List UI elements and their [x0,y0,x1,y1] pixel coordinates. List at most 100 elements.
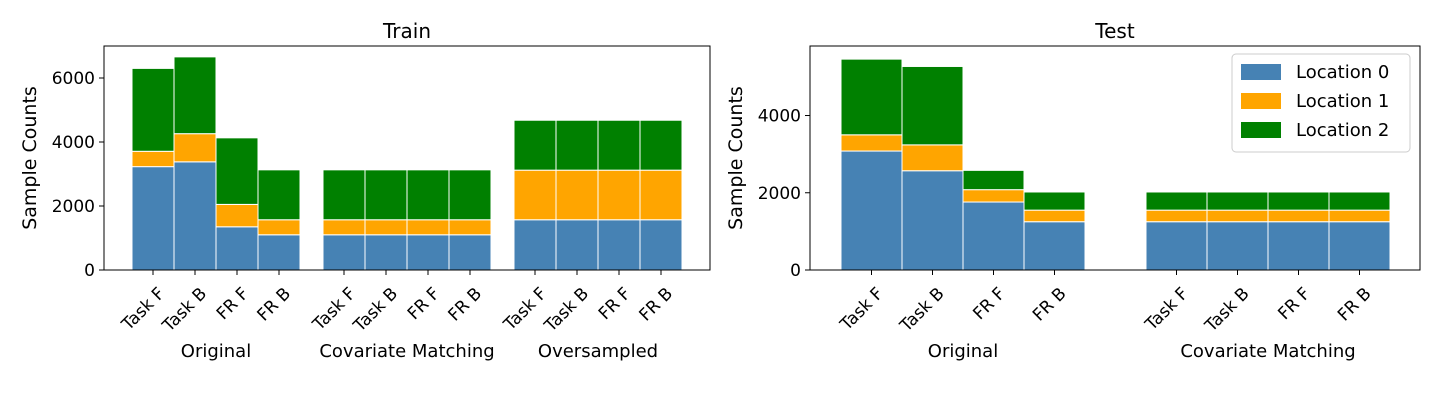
legend-entry: Location 0 [1296,62,1389,83]
legend-entry: Location 2 [1296,120,1389,141]
x-tick-label: FR F [404,284,444,324]
bar-segment-location-2 [364,169,408,221]
bar-segment-location-1 [639,169,683,221]
bar-segment-location-2 [840,58,903,136]
bar-segment-location-1 [257,219,301,236]
x-tick-label: FR B [254,284,295,325]
x-tick-label: Task B [896,284,949,337]
y-tick-label: 4000 [758,107,801,127]
bar-segment-location-1 [901,144,964,172]
bar-segment-location-1 [1267,209,1330,223]
bar-segment-location-2 [1328,191,1391,211]
bar-segment-location-0 [448,234,492,271]
bar-segment-location-1 [962,189,1025,203]
x-tick-label: Task F [836,284,888,336]
bar-segment-location-1 [1145,209,1208,223]
bar-segment-location-1 [173,133,217,163]
bar-segment-location-0 [1206,221,1269,271]
bar-segment-location-0 [901,170,964,271]
bar-segment-location-0 [513,219,557,271]
bar-segment-location-2 [406,169,450,221]
x-tick-label: FR F [213,284,253,324]
bar-segment-location-2 [257,169,301,221]
x-tick-label: Task F [1141,284,1193,336]
bar-segment-location-1 [364,219,408,236]
bar-segment-location-0 [131,166,175,271]
bar-segment-location-0 [962,201,1025,271]
bar-segment-location-1 [215,203,259,228]
bar-segment-location-1 [322,219,366,236]
y-tick-label: 4000 [52,133,95,153]
bar-segment-location-2 [215,137,259,205]
bar-segment-location-0 [840,150,903,271]
bar-segment-location-2 [448,169,492,221]
x-tick-label: FR B [445,284,486,325]
bar-segment-location-1 [597,169,641,221]
x-tick-label: Task B [1201,284,1254,337]
group-label: Original [928,341,998,362]
bar-segment-location-1 [1023,209,1086,223]
bar-segment-location-0 [597,219,641,271]
bar-segment-location-2 [901,65,964,146]
bar-segment-location-2 [1206,191,1269,211]
bar-segment-location-2 [639,119,683,171]
x-tick-label: Task B [349,284,402,337]
x-tick-label: FR F [1274,284,1314,324]
bar-segment-location-0 [555,219,599,271]
group-label: Covariate Matching [1180,341,1355,362]
y-tick-label: 0 [84,261,95,281]
y-tick-label: 2000 [52,197,95,217]
chart-title: Train [382,19,431,43]
x-tick-label: Task F [117,284,169,336]
legend-swatch [1241,122,1281,138]
bar-segment-location-1 [1328,209,1391,223]
chart-title: Test [1094,19,1135,43]
bar-segment-location-2 [962,169,1025,191]
bar-segment-location-0 [406,234,450,271]
bar-segment-location-1 [1206,209,1269,223]
bar-segment-location-1 [406,219,450,236]
bar-segment-location-2 [513,119,557,171]
y-tick-label: 0 [790,261,801,281]
bar-segment-location-1 [840,134,903,152]
bar-segment-location-0 [1023,221,1086,271]
bar-segment-location-0 [364,234,408,271]
bar-segment-location-2 [1267,191,1330,211]
x-tick-label: FR B [1334,284,1375,325]
group-label: Oversampled [538,341,658,362]
group-label: Covariate Matching [319,341,494,362]
axes-frame [103,45,711,271]
x-tick-label: Task F [308,284,360,336]
bar-segment-location-1 [448,219,492,236]
bar-segment-location-2 [131,67,175,152]
bar-segment-location-1 [555,169,599,221]
x-tick-label: FR F [969,284,1009,324]
x-tick-label: Task B [158,284,211,337]
y-axis-label: Sample Counts [725,86,747,230]
x-tick-label: FR B [1029,284,1070,325]
bar-segment-location-0 [173,161,217,271]
x-tick-label: FR B [636,284,677,325]
axes-frame [809,45,1421,271]
bar-segment-location-0 [1267,221,1330,271]
bar-segment-location-0 [322,234,366,271]
bar-segment-location-2 [597,119,641,171]
bar-segment-location-0 [215,226,259,271]
bar-segment-location-2 [1023,191,1086,211]
bar-segment-location-2 [322,169,366,221]
bar-segment-location-1 [131,150,175,168]
legend-swatch [1241,64,1281,80]
legend-swatch [1241,93,1281,109]
bar-segment-location-2 [173,56,217,135]
bar-segment-location-2 [1145,191,1208,211]
bar-segment-location-1 [513,169,557,221]
y-tick-label: 6000 [52,69,95,89]
y-tick-label: 2000 [758,184,801,204]
bar-segment-location-0 [257,234,301,271]
y-axis-label: Sample Counts [19,86,41,230]
group-label: Original [181,341,251,362]
legend-entry: Location 1 [1296,91,1389,112]
